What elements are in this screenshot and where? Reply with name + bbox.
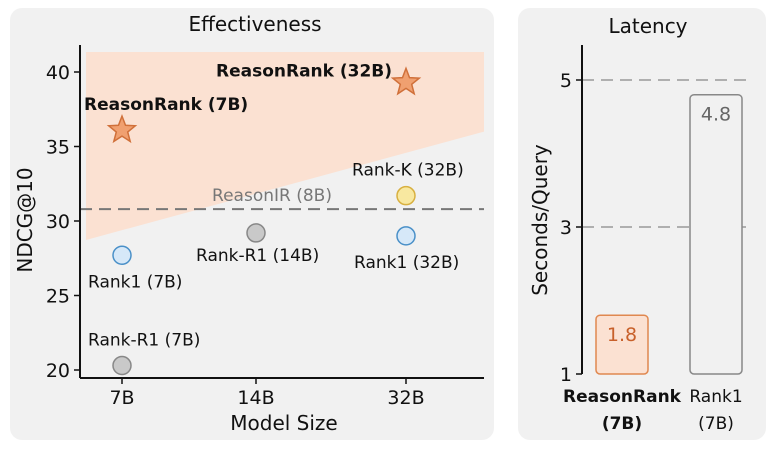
point-label: ReasonRank (32B) xyxy=(216,61,392,81)
y-tick-label: 5 xyxy=(560,70,572,92)
y-tick-label: 30 xyxy=(46,211,70,233)
latency-title: Latency xyxy=(608,14,687,38)
star-marker xyxy=(390,66,422,96)
y-tick-label: 1 xyxy=(560,364,572,386)
latency-bar xyxy=(689,93,743,375)
y-tick-label: 20 xyxy=(46,360,70,382)
point-label: Rank-K (32B) xyxy=(352,161,464,181)
point-label: Rank1 (7B) xyxy=(88,272,182,292)
x-axis-label: Model Size xyxy=(230,411,337,435)
point-label: Rank-R1 (7B) xyxy=(88,331,200,351)
category-label: Rank1 xyxy=(689,387,742,407)
circle-marker xyxy=(246,223,266,243)
latency-y-axis-label: Seconds/Query xyxy=(528,144,552,296)
y-tick-label: 35 xyxy=(46,137,70,159)
circle-marker xyxy=(396,185,416,206)
effectiveness-title: Effectiveness xyxy=(188,12,321,36)
category-label: (7B) xyxy=(698,414,734,434)
bar-value-label: 4.8 xyxy=(701,104,731,126)
latency-plot: 1 3 5 1.8 ReasonRank (7B) 4.8 Rank1 (7B) xyxy=(560,45,752,434)
star-marker xyxy=(106,113,138,144)
category-label: ReasonRank xyxy=(563,387,682,407)
effectiveness-plot: ReasonIR (8B) 20 25 30 35 40 7B 14B 32B ReasonRan… xyxy=(46,45,484,409)
circle-marker xyxy=(112,245,132,266)
category-label: (7B) xyxy=(602,414,642,434)
y-axis-label: NDCG@10 xyxy=(13,167,37,272)
shaded-region xyxy=(86,52,484,240)
reference-line-label: ReasonIR (8B) xyxy=(212,186,332,206)
circle-marker xyxy=(112,355,132,376)
y-tick-label: 40 xyxy=(46,62,70,84)
x-tick-label: 7B xyxy=(109,387,134,409)
y-tick-label: 3 xyxy=(560,217,572,239)
x-tick-label: 32B xyxy=(387,387,424,409)
y-tick-label: 25 xyxy=(46,286,70,308)
bar-value-label: 1.8 xyxy=(607,324,637,346)
x-tick-label: 14B xyxy=(237,387,274,409)
point-label: ReasonRank (7B) xyxy=(84,95,248,115)
circle-marker xyxy=(396,226,416,246)
point-label: Rank1 (32B) xyxy=(354,253,459,273)
point-label: Rank-R1 (14B) xyxy=(196,246,319,266)
latency-bar xyxy=(595,314,649,375)
